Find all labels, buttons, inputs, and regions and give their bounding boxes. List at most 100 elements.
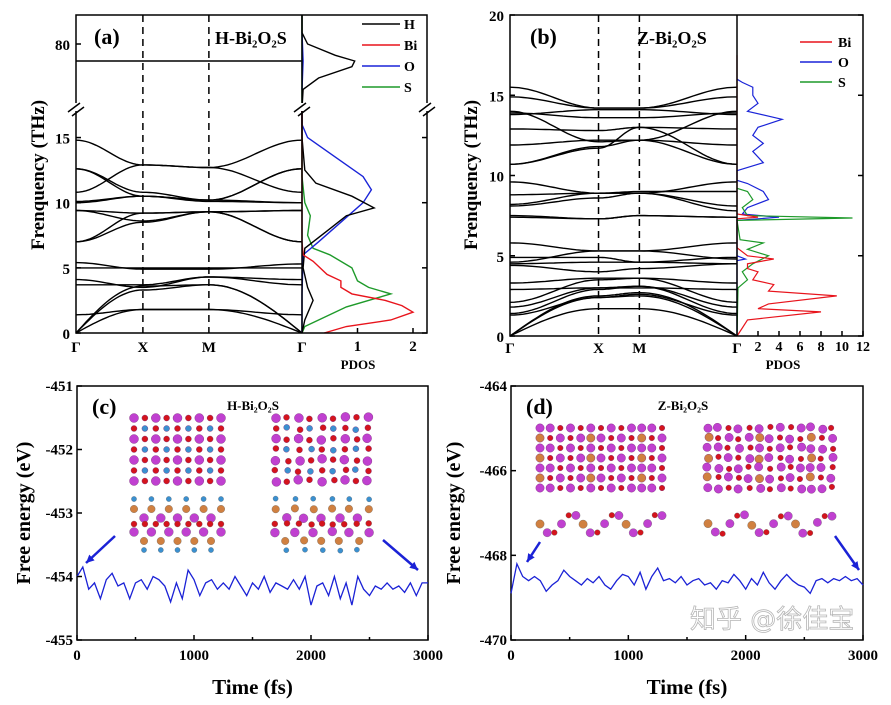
atom <box>628 475 635 482</box>
atom <box>306 415 313 423</box>
atom <box>341 446 349 453</box>
atom <box>200 496 207 502</box>
atom <box>725 519 735 528</box>
atom <box>191 547 198 553</box>
atom <box>271 505 280 514</box>
atom <box>577 485 584 492</box>
atom <box>713 442 723 452</box>
k-point-label: Γ <box>297 340 307 356</box>
atom <box>352 445 360 452</box>
x-tick-label: 0 <box>507 648 515 664</box>
atom <box>764 434 774 444</box>
atom <box>797 436 804 443</box>
atom <box>710 527 720 537</box>
atom <box>151 413 161 423</box>
y-tick-label: 0 <box>497 330 505 346</box>
atom <box>606 443 616 453</box>
atom <box>141 446 149 453</box>
x-tick-label: 0 <box>73 648 81 664</box>
atom <box>647 463 657 473</box>
y-tick-label: -451 <box>46 379 74 395</box>
pdos-tick-label: 2 <box>755 340 762 355</box>
atom <box>151 455 161 465</box>
atom <box>766 445 773 452</box>
atom <box>775 422 785 432</box>
atom <box>616 473 626 483</box>
atom <box>566 463 575 473</box>
atom <box>608 475 615 482</box>
atom <box>296 446 303 454</box>
atom <box>545 463 555 473</box>
atom <box>317 536 326 545</box>
pdos-s-curve <box>301 15 394 334</box>
atom <box>791 519 800 529</box>
atom <box>747 520 757 530</box>
atom <box>163 414 170 422</box>
atom <box>818 424 828 434</box>
y-axis-label: Frenquency (THz) <box>461 100 482 250</box>
y-tick-label: -455 <box>46 633 74 649</box>
panel-title: H-Bi₂O₂S <box>215 28 287 48</box>
y-tick-label: 10 <box>55 197 70 213</box>
atom <box>364 527 374 538</box>
atom <box>362 456 373 466</box>
atom <box>294 468 302 475</box>
pdos-tick-label: 1 <box>354 339 362 355</box>
band-line <box>510 112 737 119</box>
atom <box>352 477 360 485</box>
band-line <box>510 190 737 196</box>
crystal-structure-top-view <box>270 412 374 487</box>
atom <box>806 444 816 454</box>
atom <box>270 527 280 538</box>
x-tick-label: 3000 <box>848 648 878 664</box>
atom <box>740 510 749 520</box>
atom <box>185 446 192 453</box>
atom <box>648 475 655 482</box>
atom <box>578 519 588 529</box>
pdos-axis-label: PDOS <box>341 357 376 372</box>
atom <box>283 414 290 421</box>
atom <box>535 519 545 529</box>
atom <box>596 473 606 483</box>
atom <box>330 435 337 442</box>
atom <box>586 443 596 453</box>
atom <box>307 468 314 475</box>
band-line <box>510 96 737 109</box>
pdos-o-curve <box>301 32 373 333</box>
atom <box>183 496 189 502</box>
atom <box>628 455 635 462</box>
atom <box>190 537 199 545</box>
atom <box>637 463 647 473</box>
atom <box>196 520 203 528</box>
band-line <box>75 308 303 316</box>
band-line <box>510 256 737 263</box>
atom <box>130 505 138 513</box>
atom <box>317 454 327 464</box>
legend-label: O <box>404 60 415 75</box>
atom <box>724 472 733 482</box>
atom <box>352 426 359 433</box>
atom <box>796 463 805 473</box>
atom <box>141 425 149 432</box>
atom <box>777 434 784 441</box>
atom <box>725 425 732 432</box>
atom <box>156 513 166 523</box>
atom <box>555 473 565 483</box>
atom <box>586 433 596 443</box>
atom <box>724 433 734 442</box>
atom <box>586 483 596 493</box>
atom <box>806 432 816 442</box>
atom <box>651 512 658 519</box>
y-axis-label: Free energy (eV) <box>13 442 35 585</box>
x-tick-label: 1000 <box>179 648 209 664</box>
atom <box>199 505 208 513</box>
atom <box>596 433 606 443</box>
atom <box>648 455 655 462</box>
atom <box>147 505 156 513</box>
pdos-bi-curve <box>301 107 415 334</box>
band-line <box>509 293 738 316</box>
atom <box>208 547 214 553</box>
y-tick-label: 5 <box>497 250 505 266</box>
atom <box>344 504 353 513</box>
atom <box>585 528 595 538</box>
